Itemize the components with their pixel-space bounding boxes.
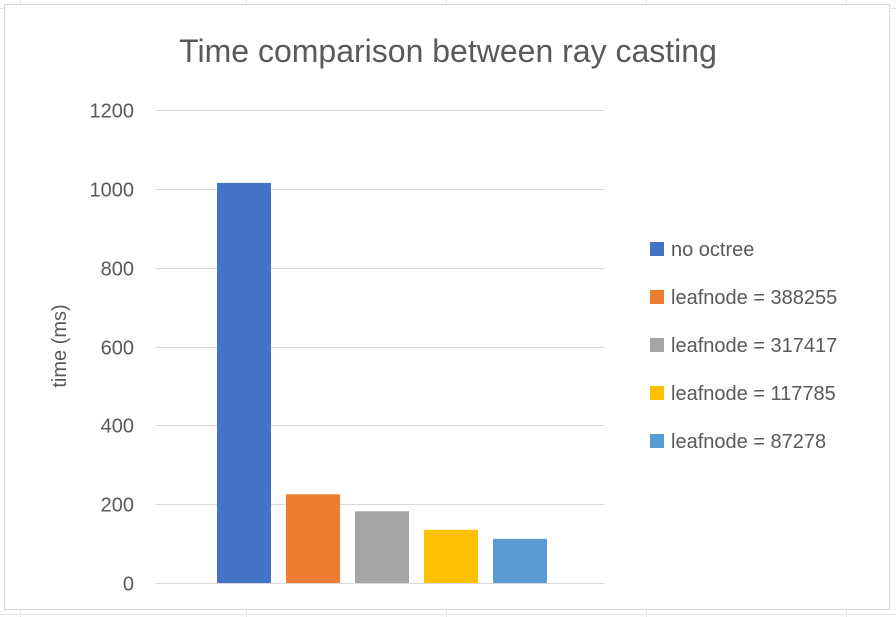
chart-title: Time comparison between ray casting [179, 33, 717, 69]
legend-swatch [650, 338, 664, 352]
legend-swatch [650, 290, 664, 304]
legend-label: leafnode = 87278 [671, 431, 826, 453]
y-tick-label: 800 [101, 259, 134, 281]
legend-item[interactable]: leafnode = 87278 [650, 431, 826, 453]
bars [217, 182, 547, 583]
legend-label: no octree [671, 239, 754, 261]
chart-area[interactable] [4, 4, 890, 610]
bar[interactable] [217, 182, 271, 583]
legend-swatch [650, 242, 664, 256]
y-tick-label: 600 [101, 338, 134, 360]
y-tick-label: 1200 [90, 101, 135, 123]
y-tick-label: 400 [101, 416, 134, 438]
legend-label: leafnode = 117785 [671, 383, 836, 405]
bar[interactable] [355, 511, 409, 583]
legend-label: leafnode = 388255 [671, 287, 837, 309]
y-tick-label: 1000 [90, 180, 135, 202]
legend-swatch [650, 386, 664, 400]
legend-item[interactable]: leafnode = 388255 [650, 287, 837, 309]
legend-label: leafnode = 317417 [671, 335, 837, 357]
legend-item[interactable]: leafnode = 317417 [650, 335, 837, 357]
y-axis-label: time (ms) [49, 304, 71, 387]
bar[interactable] [286, 494, 340, 583]
legend-swatch [650, 434, 664, 448]
y-tick-label: 0 [123, 574, 134, 596]
legend: no octree leafnode = 388255 leafnode = 317… [650, 239, 837, 453]
y-tick-label: 200 [101, 495, 134, 517]
y-axis-tick-labels: 0 200 400 600 800 1000 1200 [90, 101, 135, 596]
legend-item[interactable]: leafnode = 117785 [650, 383, 836, 405]
bar[interactable] [493, 538, 547, 583]
legend-item[interactable]: no octree [650, 239, 754, 261]
bar[interactable] [424, 529, 478, 583]
